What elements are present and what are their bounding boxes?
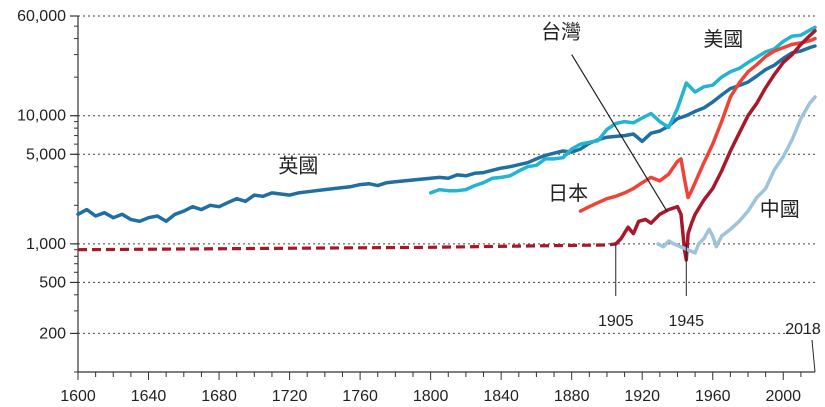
x-tick-label: 1640 xyxy=(131,388,167,405)
annotation-label: 2018 xyxy=(785,321,821,338)
x-tick-label: 1800 xyxy=(413,388,449,405)
x-tick-label: 1920 xyxy=(624,388,660,405)
series-line xyxy=(614,29,817,262)
y-tick-label: 1,000 xyxy=(26,236,66,253)
y-tick-label: 200 xyxy=(39,325,66,342)
x-tick-label: 1840 xyxy=(483,388,519,405)
x-tick-label: 1960 xyxy=(695,388,731,405)
x-tick-label: 1760 xyxy=(342,388,378,405)
y-tick-label: 60,000 xyxy=(17,8,66,25)
annotation-line xyxy=(811,339,816,373)
x-tick-label: 1720 xyxy=(272,388,308,405)
series-line xyxy=(77,242,616,252)
series-label: 日本 xyxy=(548,181,588,205)
series-line xyxy=(428,25,817,195)
series-label: 英國 xyxy=(278,154,318,178)
series-label: 中國 xyxy=(760,197,800,221)
y-axis: 200 500 1,000 5,000 10,000 60,000 xyxy=(17,8,79,373)
series-line xyxy=(578,36,817,213)
x-tick-label: 1680 xyxy=(201,388,237,405)
grid-lines xyxy=(78,15,815,334)
label-leader-line xyxy=(571,54,668,212)
x-axis: 1600 1640 1680 1720 1760 1800 1840 1880 1920 1960… xyxy=(60,371,815,405)
x-tick-label: 1600 xyxy=(60,388,96,405)
x-tick-label: 1880 xyxy=(554,388,590,405)
series-label: 美國 xyxy=(703,27,743,51)
annotation-label: 1945 xyxy=(668,313,704,330)
annotation-label: 1905 xyxy=(598,313,634,330)
y-tick-label: 500 xyxy=(39,274,66,291)
y-tick-label: 10,000 xyxy=(17,108,66,125)
series-line xyxy=(76,44,817,224)
annotations: 1905 1945 2018 xyxy=(571,54,821,373)
series-label: 台灣 xyxy=(541,20,581,44)
x-tick-label: 2000 xyxy=(765,388,801,405)
series-line xyxy=(656,95,817,255)
series-lines xyxy=(76,25,817,262)
y-tick-label: 5,000 xyxy=(26,146,66,163)
